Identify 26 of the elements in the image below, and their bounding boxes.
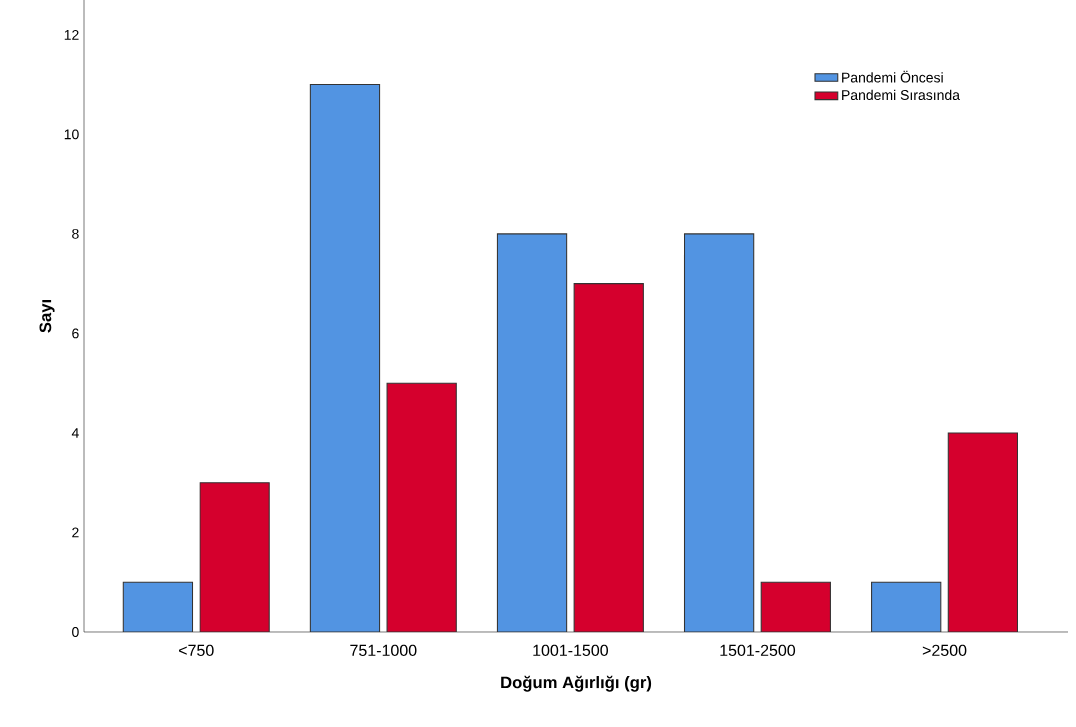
bar	[309, 84, 381, 632]
y-tick-label: 6	[72, 328, 79, 339]
bar	[122, 581, 194, 632]
x-axis-title: Doğum Ağırlığı (gr)	[501, 675, 652, 692]
x-tick-label: 1001-1500	[533, 644, 609, 657]
bar	[496, 233, 568, 632]
y-axis-title: Sayı	[39, 300, 55, 333]
y-tick-label: 2	[72, 527, 79, 538]
x-tick-label: 751-1000	[350, 644, 417, 657]
y-tick-label: 12	[64, 29, 79, 40]
x-tick-label: 1501-2500	[720, 644, 796, 657]
legend-label: Pandemi Öncesi	[842, 70, 943, 83]
y-tick-label: 4	[71, 428, 79, 438]
bar	[683, 233, 755, 632]
x-tick-label: >2500	[922, 644, 967, 657]
legend-label: Pandemi Sırasında	[842, 89, 960, 101]
bar	[386, 382, 457, 632]
bar	[871, 581, 942, 632]
y-tick-label: 0	[72, 627, 79, 637]
x-tick-label: <750	[179, 644, 214, 657]
y-tick-label: 8	[72, 228, 79, 239]
bar	[199, 482, 270, 632]
bar	[573, 283, 644, 632]
bar	[760, 581, 831, 632]
bar	[947, 432, 1019, 632]
y-tick-label: 10	[64, 129, 79, 140]
